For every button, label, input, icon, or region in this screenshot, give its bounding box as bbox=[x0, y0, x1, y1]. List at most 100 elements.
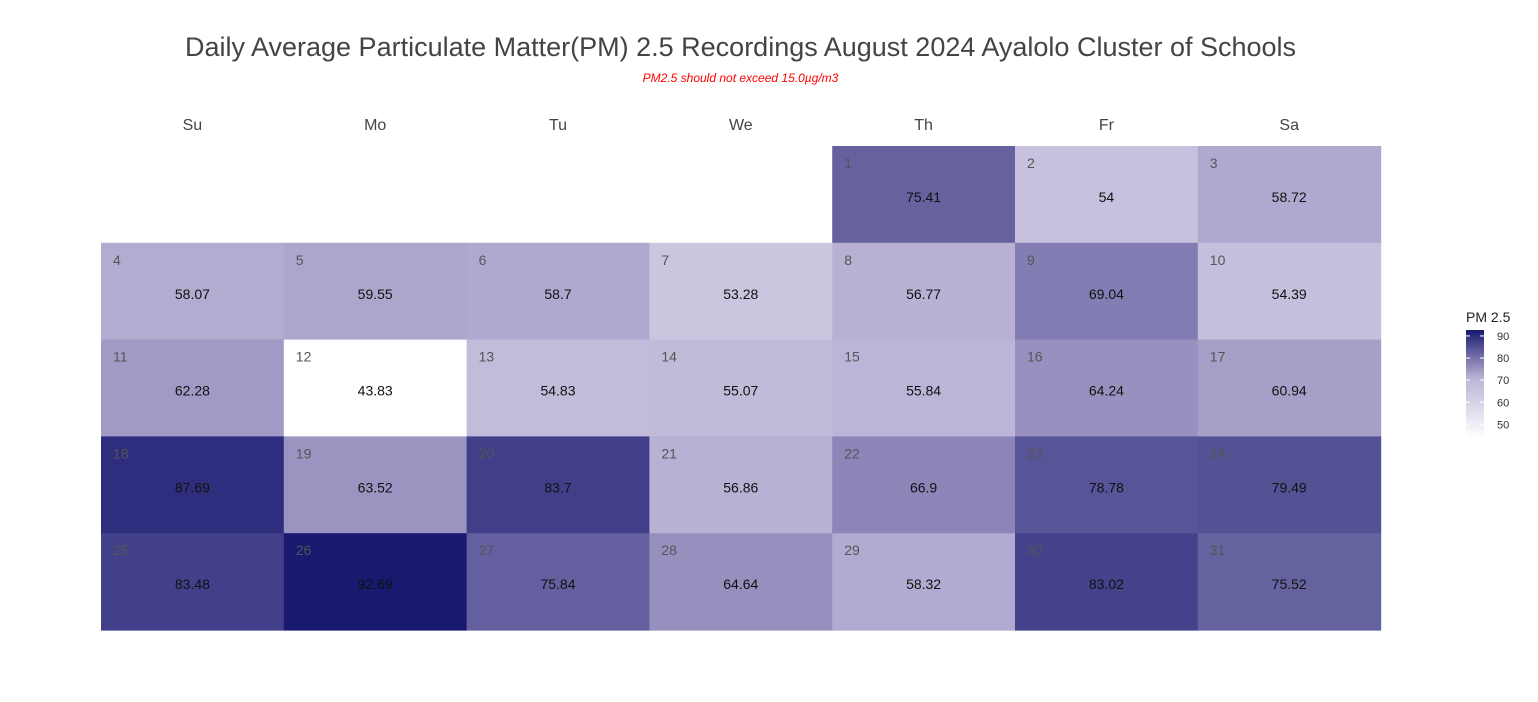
day-value-label: 54.83 bbox=[540, 383, 575, 399]
day-number: 13 bbox=[479, 349, 495, 365]
day-cell: 21 56.86 bbox=[649, 436, 833, 534]
day-number: 24 bbox=[1210, 445, 1226, 461]
day-number: 16 bbox=[1027, 349, 1043, 365]
weekday-label-we: We bbox=[729, 117, 753, 134]
day-cell-fill bbox=[1197, 533, 1382, 631]
day-value-label: 83.02 bbox=[1089, 576, 1124, 592]
day-value-label: 55.84 bbox=[906, 383, 941, 399]
day-cell-fill bbox=[1015, 339, 1199, 437]
chart-title: Daily Average Particulate Matter(PM) 2.5… bbox=[184, 32, 1297, 62]
day-number: 1 bbox=[844, 155, 852, 171]
day-value-label: 75.41 bbox=[906, 189, 941, 205]
day-value-label: 53.28 bbox=[723, 286, 758, 302]
day-value-label: 78.78 bbox=[1089, 479, 1124, 495]
day-cell-fill bbox=[832, 339, 1016, 437]
day-value-label: 87.69 bbox=[175, 479, 210, 495]
chart-subtitle: PM2.5 should not exceed 15.0µg/m3 bbox=[642, 71, 839, 85]
day-cell-fill bbox=[101, 242, 285, 341]
day-value-label: 83.7 bbox=[544, 479, 571, 495]
weekday-label-su: Su bbox=[183, 117, 203, 134]
day-cell: 559.55 bbox=[283, 242, 468, 341]
day-number: 7 bbox=[661, 252, 669, 268]
day-cell-fill bbox=[1197, 436, 1382, 534]
day-cell-fill bbox=[466, 339, 650, 437]
day-cell: 22 66.9 bbox=[832, 436, 1016, 534]
day-number: 17 bbox=[1210, 349, 1226, 365]
day-number: 26 bbox=[296, 542, 312, 558]
day-cell-fill bbox=[466, 436, 650, 534]
day-cell: 753.28 bbox=[649, 242, 833, 341]
day-number: 23 bbox=[1027, 445, 1043, 461]
day-value-label: 62.28 bbox=[175, 383, 210, 399]
day-cell-fill bbox=[832, 242, 1016, 341]
day-value-label: 92.69 bbox=[358, 576, 393, 592]
day-cell-fill bbox=[649, 436, 833, 534]
day-cell-fill bbox=[101, 533, 285, 631]
day-cell-fill bbox=[649, 242, 833, 341]
day-cell: 856.77 bbox=[832, 242, 1016, 341]
day-value-label: 56.77 bbox=[906, 286, 941, 302]
day-cell-fill bbox=[101, 436, 285, 534]
day-number: 11 bbox=[113, 349, 128, 365]
day-cell: 23 78.78 bbox=[1015, 436, 1199, 534]
day-cell: 658.7 bbox=[466, 242, 650, 341]
day-cell: 26 92.69 bbox=[283, 533, 468, 631]
day-value-label: 75.84 bbox=[540, 576, 575, 592]
day-number: 20 bbox=[479, 445, 495, 461]
legend-tick-label: 90 bbox=[1497, 331, 1509, 343]
day-cell: 18 87.69 bbox=[101, 436, 285, 534]
day-cell-fill bbox=[1015, 533, 1199, 631]
day-number: 21 bbox=[661, 445, 677, 461]
day-cell: 29 58.32 bbox=[832, 533, 1016, 631]
day-value-label: 59.55 bbox=[358, 286, 393, 302]
day-cell: 13 54.83 bbox=[466, 339, 650, 437]
day-value-label: 63.52 bbox=[358, 479, 393, 495]
legend-tick-label: 60 bbox=[1497, 397, 1509, 409]
weekday-label-tu: Tu bbox=[549, 117, 567, 134]
day-number: 3 bbox=[1210, 155, 1218, 171]
day-value-label: 75.52 bbox=[1272, 576, 1307, 592]
legend-tick-label: 70 bbox=[1497, 375, 1509, 387]
day-number: 28 bbox=[661, 542, 677, 558]
day-value-label: 54 bbox=[1099, 189, 1115, 205]
day-value-label: 69.04 bbox=[1089, 286, 1124, 302]
weekday-labels: Su Mo Tu We Th Fr Sa bbox=[183, 117, 1299, 134]
day-value-label: 64.24 bbox=[1089, 383, 1124, 399]
day-value-label: 64.64 bbox=[723, 576, 758, 592]
day-number: 12 bbox=[296, 349, 312, 365]
day-value-label: 58.32 bbox=[906, 576, 941, 592]
day-cell: 969.04 bbox=[1015, 242, 1199, 341]
day-cell: 15 55.84 bbox=[832, 339, 1016, 437]
day-value-label: 66.9 bbox=[910, 479, 937, 495]
day-cell-fill bbox=[283, 242, 468, 341]
day-cell: 25 83.48 bbox=[101, 533, 285, 631]
day-cell-fill bbox=[832, 436, 1016, 534]
day-cell-fill bbox=[1197, 146, 1382, 244]
day-value-label: 79.49 bbox=[1272, 479, 1307, 495]
day-number: 10 bbox=[1210, 252, 1226, 268]
day-cell-fill bbox=[1197, 242, 1382, 341]
legend-title: PM 2.5 bbox=[1466, 309, 1511, 325]
day-cell: 16 64.24 bbox=[1015, 339, 1199, 437]
day-cell-fill bbox=[1197, 339, 1382, 437]
day-cell-fill bbox=[101, 339, 285, 437]
legend-tick-label: 50 bbox=[1497, 419, 1509, 431]
day-number: 22 bbox=[844, 445, 860, 461]
day-number: 15 bbox=[844, 349, 860, 365]
day-cell-fill bbox=[649, 533, 833, 631]
color-legend: PM 2.5 90 80 70 60 50 bbox=[1466, 309, 1511, 438]
day-cell: 19 63.52 bbox=[283, 436, 468, 534]
day-cell: 27 75.84 bbox=[466, 533, 650, 631]
weekday-label-sa: Sa bbox=[1279, 117, 1299, 134]
legend-colorbar bbox=[1466, 330, 1484, 438]
day-cell: 2 54 bbox=[1015, 146, 1199, 244]
day-value-label: 54.39 bbox=[1272, 286, 1307, 302]
day-number: 30 bbox=[1027, 542, 1043, 558]
day-value-label: 43.83 bbox=[358, 383, 393, 399]
day-number: 29 bbox=[844, 542, 860, 558]
day-cell: 24 79.49 bbox=[1197, 436, 1382, 534]
day-value-label: 58.72 bbox=[1272, 189, 1307, 205]
day-cell-fill bbox=[283, 533, 468, 631]
day-cell-fill bbox=[649, 339, 833, 437]
